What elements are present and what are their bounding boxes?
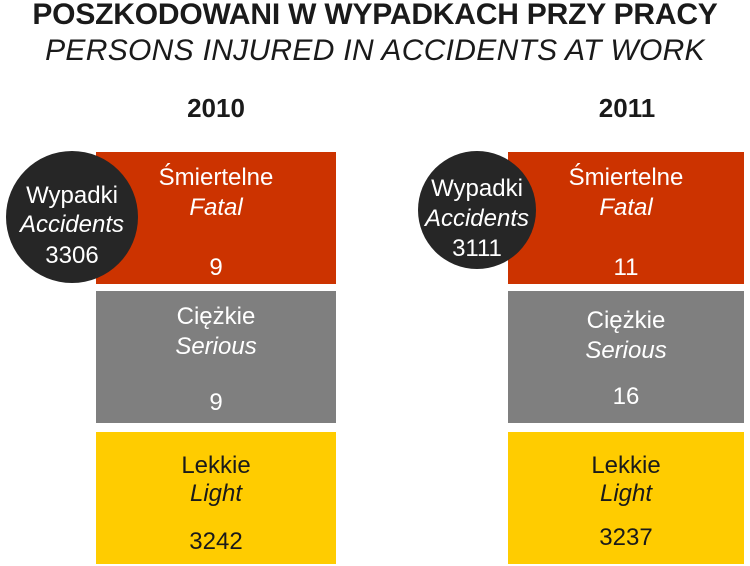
accidents-label-en: Accidents <box>424 205 530 232</box>
fatal-label-pl: Śmiertelne <box>158 164 274 191</box>
serious-label-pl: Ciężkie <box>586 307 666 334</box>
light-value: 3242 <box>189 528 243 555</box>
fatal-label-en: Fatal <box>189 194 243 221</box>
fatal-box: Śmiertelne Fatal 9 <box>96 152 336 284</box>
light-label-pl: Lekkie <box>591 452 661 479</box>
serious-value: 16 <box>612 383 640 410</box>
accidents-label-pl: Wypadki <box>431 175 523 202</box>
serious-value: 9 <box>209 389 223 416</box>
fatal-box: Śmiertelne Fatal 11 <box>508 152 744 284</box>
fatal-value: 11 <box>613 254 639 281</box>
accidents-value: 3111 <box>452 235 502 262</box>
serious-box: Ciężkie Serious 9 <box>96 291 336 423</box>
fatal-label-pl: Śmiertelne <box>568 164 684 191</box>
light-label-en: Light <box>599 480 653 507</box>
light-box: Lekkie Light 3242 <box>96 432 336 564</box>
light-value: 3237 <box>599 524 653 551</box>
fatal-label-en: Fatal <box>599 194 653 221</box>
accidents-label-en: Accidents <box>19 211 125 238</box>
year-label: 2010 <box>187 93 245 123</box>
fatal-value: 9 <box>209 254 223 281</box>
light-label-pl: Lekkie <box>181 452 251 479</box>
accidents-value: 3306 <box>45 242 99 269</box>
serious-box: Ciężkie Serious 16 <box>508 291 744 423</box>
light-box: Lekkie Light 3237 <box>508 432 744 564</box>
light-label-en: Light <box>189 480 243 507</box>
title-polish: POSZKODOWANI W WYPADKACH PRZY PRACY <box>32 0 718 31</box>
accidents-circle: Wypadki Accidents 3306 <box>6 151 138 283</box>
serious-label-en: Serious <box>585 337 667 364</box>
title-english: PERSONS INJURED IN ACCIDENTS AT WORK <box>45 34 705 67</box>
accidents-circle: Wypadki Accidents 3111 <box>418 151 536 269</box>
year-label: 2011 <box>598 93 656 123</box>
serious-label-pl: Ciężkie <box>176 303 256 330</box>
accidents-label-pl: Wypadki <box>26 182 118 209</box>
serious-label-en: Serious <box>175 333 257 360</box>
